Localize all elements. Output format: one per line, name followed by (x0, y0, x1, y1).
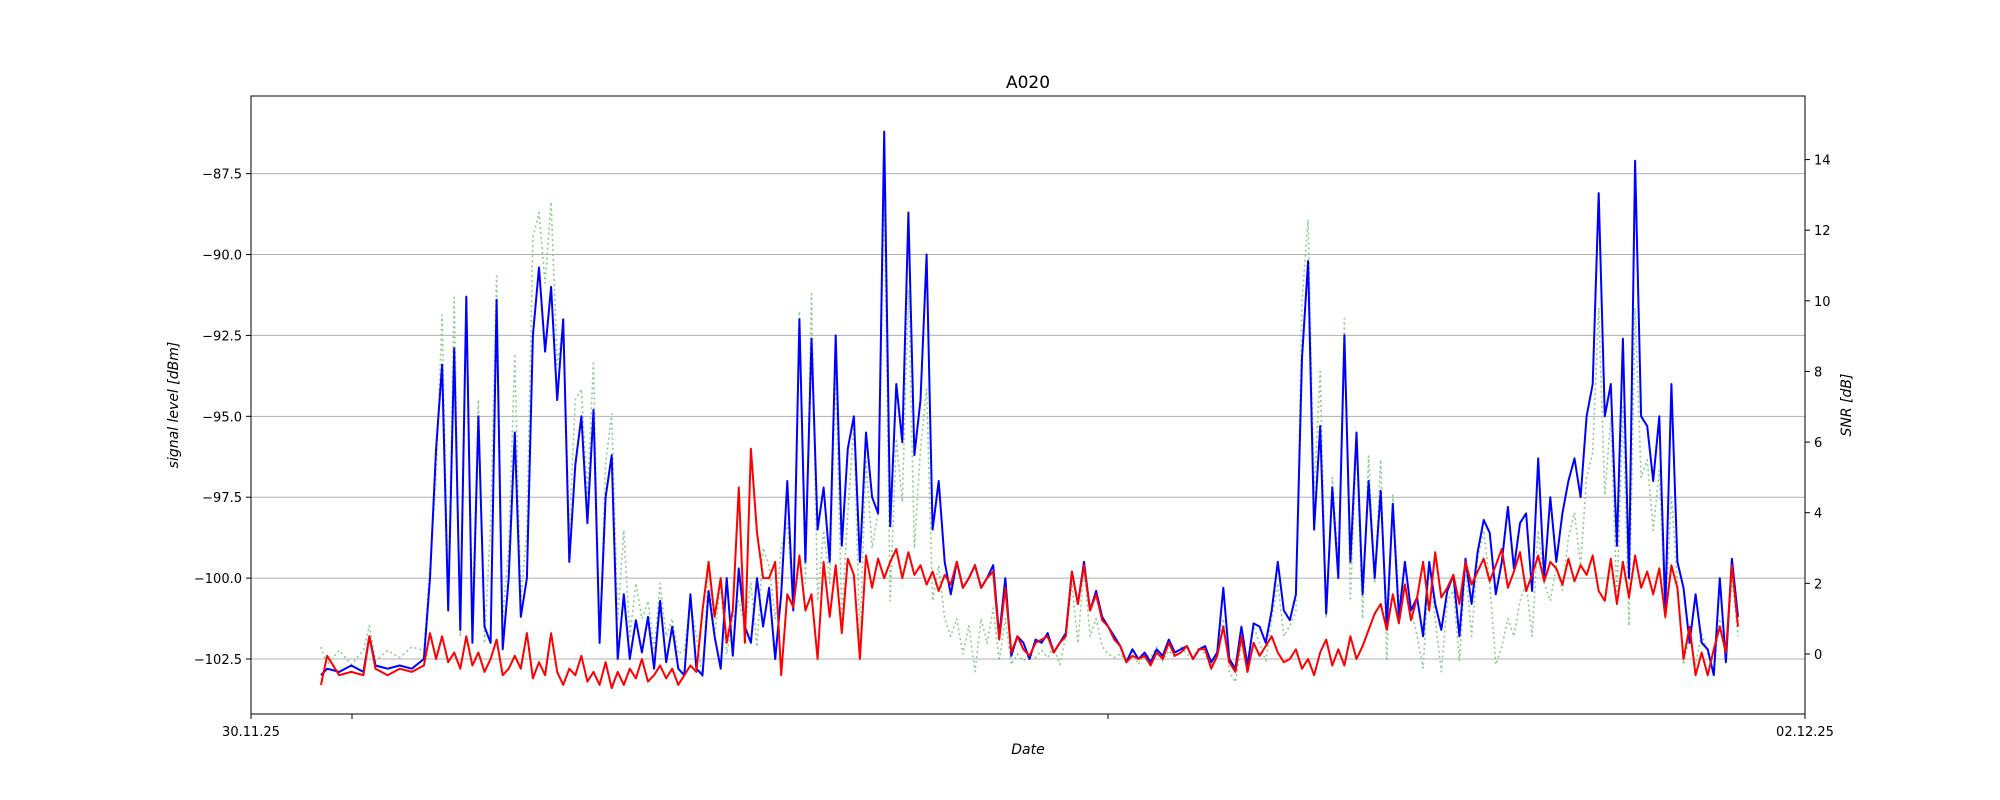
series-layer (320, 130, 1739, 690)
right-axis: 0 2 4 6 8 10 12 14 (1805, 154, 1831, 663)
left-tick-label: −97.5 (202, 491, 242, 506)
left-axis-label: signal level [dBm] (166, 342, 182, 469)
left-axis: −102.5 −100.0 −97.5 −95.0 −92.5 −90.0 −87.5 (194, 168, 251, 668)
left-tick-label: −87.5 (202, 168, 242, 183)
right-tick-label: 14 (1814, 154, 1831, 169)
left-tick-label: −95.0 (202, 410, 242, 425)
x-tick-label-start: 30.11.25 (222, 725, 280, 740)
plot-frame (250, 95, 1806, 715)
right-tick-label: 6 (1814, 436, 1822, 451)
right-tick-label: 0 (1814, 648, 1822, 663)
right-tick-label: 10 (1814, 295, 1831, 310)
right-tick-label: 12 (1814, 224, 1831, 239)
left-tick-label: −92.5 (202, 329, 242, 344)
x-axis (250, 714, 1806, 719)
series-line-2 (320, 187, 1739, 683)
right-tick-label: 4 (1814, 507, 1822, 522)
chart-title: A020 (1006, 73, 1050, 93)
series-line-1 (320, 447, 1739, 690)
left-tick-label: −100.0 (194, 572, 242, 587)
x-tick-label-end: 02.12.25 (1776, 725, 1834, 740)
right-tick-label: 8 (1814, 365, 1822, 380)
left-tick-label: −90.0 (202, 249, 242, 264)
right-tick-label: 2 (1814, 577, 1822, 592)
left-tick-label: −102.5 (194, 653, 242, 668)
x-axis-label: Date (1011, 742, 1044, 758)
right-axis-label: SNR [dB] (1839, 374, 1855, 437)
